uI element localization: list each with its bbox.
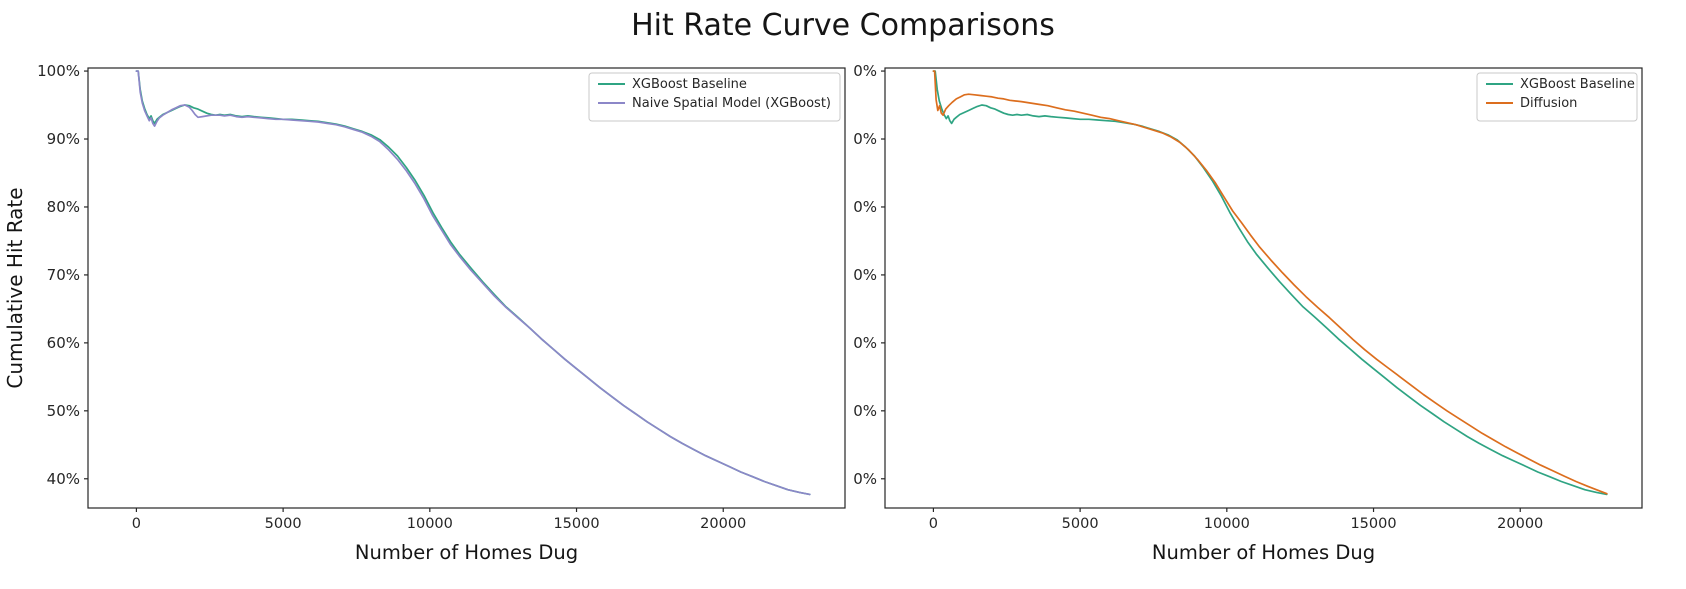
series-line-xgboost-baseline	[135, 70, 811, 496]
x-tick-label: 15000	[1350, 516, 1396, 532]
series-line-diffusion	[932, 70, 1608, 495]
x-tick-label: 20000	[700, 516, 746, 532]
x-tick-label: 0	[132, 516, 141, 532]
hit-rate-chart-left: 0 5000 10000 15000 20000 40% 50% 60% 70% 80% 90% 10…	[3, 62, 846, 564]
y-tick-label: 90%	[853, 130, 877, 148]
legend-box	[588, 72, 841, 122]
y-tick-label: 60%	[47, 334, 80, 352]
y-tick-label: 40%	[47, 470, 80, 488]
y-tick-label: 40%	[853, 470, 877, 488]
x-axis-label: Number of Homes Dug	[355, 541, 578, 564]
plot-area	[87, 67, 846, 509]
legend-label: XGBoost Baseline	[632, 77, 747, 92]
legend-label: XGBoost Baseline	[1520, 77, 1635, 92]
y-tick-label: 70%	[47, 266, 80, 284]
legend-label: Diffusion	[1520, 96, 1577, 111]
legend-box	[1476, 72, 1638, 122]
y-tick-label: 100%	[853, 62, 877, 80]
y-tick-label: 80%	[47, 198, 80, 216]
x-tick-label: 20000	[1497, 516, 1543, 532]
series-line-naive-spatial-model-xgboost-	[135, 70, 811, 496]
y-tick-label: 70%	[853, 266, 877, 284]
y-tick-label: 50%	[47, 402, 80, 420]
y-tick-label: 100%	[37, 62, 80, 80]
x-tick-label: 15000	[553, 516, 599, 532]
y-tick-label: 80%	[853, 198, 877, 216]
x-tick-label: 5000	[1062, 516, 1099, 532]
figure-title: Hit Rate Curve Comparisons	[631, 8, 1055, 43]
x-tick-label: 5000	[265, 516, 302, 532]
series-line-xgboost-baseline	[932, 70, 1608, 496]
y-tick-label: 50%	[853, 402, 877, 420]
y-axis-label: Cumulative Hit Rate	[3, 187, 27, 388]
y-tick-label: 90%	[47, 130, 80, 148]
x-axis-label: Number of Homes Dug	[1152, 541, 1375, 564]
hit-rate-chart-right: 0 5000 10000 15000 20000 40% 50% 60% 70% 80% 90% 10…	[853, 62, 1643, 564]
legend-label: Naive Spatial Model (XGBoost)	[632, 96, 831, 111]
y-tick-label: 60%	[853, 334, 877, 352]
x-tick-label: 10000	[407, 516, 453, 532]
x-tick-label: 10000	[1204, 516, 1250, 532]
x-tick-label: 0	[929, 516, 938, 532]
plot-area	[884, 67, 1643, 509]
